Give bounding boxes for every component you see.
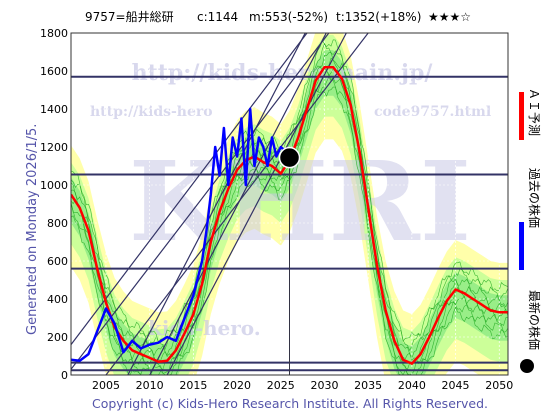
watermark-url-main: http://kids-hero.main.jp/	[132, 60, 434, 86]
y-tick-label: 800	[47, 217, 68, 230]
x-tick-label: 2050	[485, 379, 513, 392]
channel-line	[166, 33, 347, 375]
legend-past-label: 過去の株価	[527, 168, 542, 228]
y-tick-label: 0	[61, 369, 68, 382]
channel-line	[127, 33, 306, 375]
plot-area: KHRIhttp://kids-hero.main.jp/http://kids…	[71, 33, 508, 375]
header-target-stat: t:1352(+18%)	[336, 10, 421, 24]
legend-latest-dot	[520, 359, 534, 373]
header-min-stat: m:553(-52%)	[249, 10, 328, 24]
header-stars: ★★★☆	[428, 10, 471, 24]
x-tick-label: 2010	[136, 379, 164, 392]
channel-line	[71, 33, 330, 370]
x-tick-label: 2025	[267, 379, 295, 392]
simulation-line	[71, 39, 508, 343]
plot-frame	[70, 32, 509, 376]
channel-line	[71, 33, 308, 345]
channel-line	[149, 33, 327, 375]
legend-ai-swatch	[519, 92, 524, 140]
header-current: c:1144	[197, 10, 238, 24]
x-tick-label: 2035	[354, 379, 382, 392]
side-generated-label: Generated on Monday 2026/1/5.	[25, 124, 40, 335]
x-tick-label: 2020	[223, 379, 251, 392]
prediction-band-inner	[71, 50, 508, 375]
x-tick-label: 2005	[92, 379, 120, 392]
latest-price-dot	[278, 146, 301, 169]
legend-latest-label: 最新の株価	[527, 290, 542, 350]
y-tick-label: 1800	[40, 27, 68, 40]
watermark-url-sub-right: code9757.html	[374, 104, 491, 120]
legend-past-swatch	[519, 222, 524, 270]
channel-line	[105, 33, 369, 375]
y-tick-label: 1400	[40, 103, 68, 116]
watermark-url-sub-left: http://kids-hero	[90, 104, 213, 120]
x-tick-label: 2030	[310, 379, 338, 392]
footer-copyright: Copyright (c) Kids-Hero Research Institu…	[92, 396, 488, 411]
past-price-line	[71, 107, 291, 363]
y-tick-label: 1200	[40, 141, 68, 154]
y-tick-label: 1600	[40, 65, 68, 78]
header-code-name: 9757=船井総研	[85, 10, 174, 24]
x-tick-label: 2045	[442, 379, 470, 392]
legend-ai-label: ＡＩ予測	[527, 88, 541, 136]
x-tick-label: 2040	[398, 379, 426, 392]
simulation-line	[71, 43, 508, 352]
x-tick-label: 2015	[179, 379, 207, 392]
y-tick-label: 400	[47, 293, 68, 306]
y-tick-label: 1000	[40, 179, 68, 192]
y-tick-label: 200	[47, 331, 68, 344]
y-tick-label: 600	[47, 255, 68, 268]
